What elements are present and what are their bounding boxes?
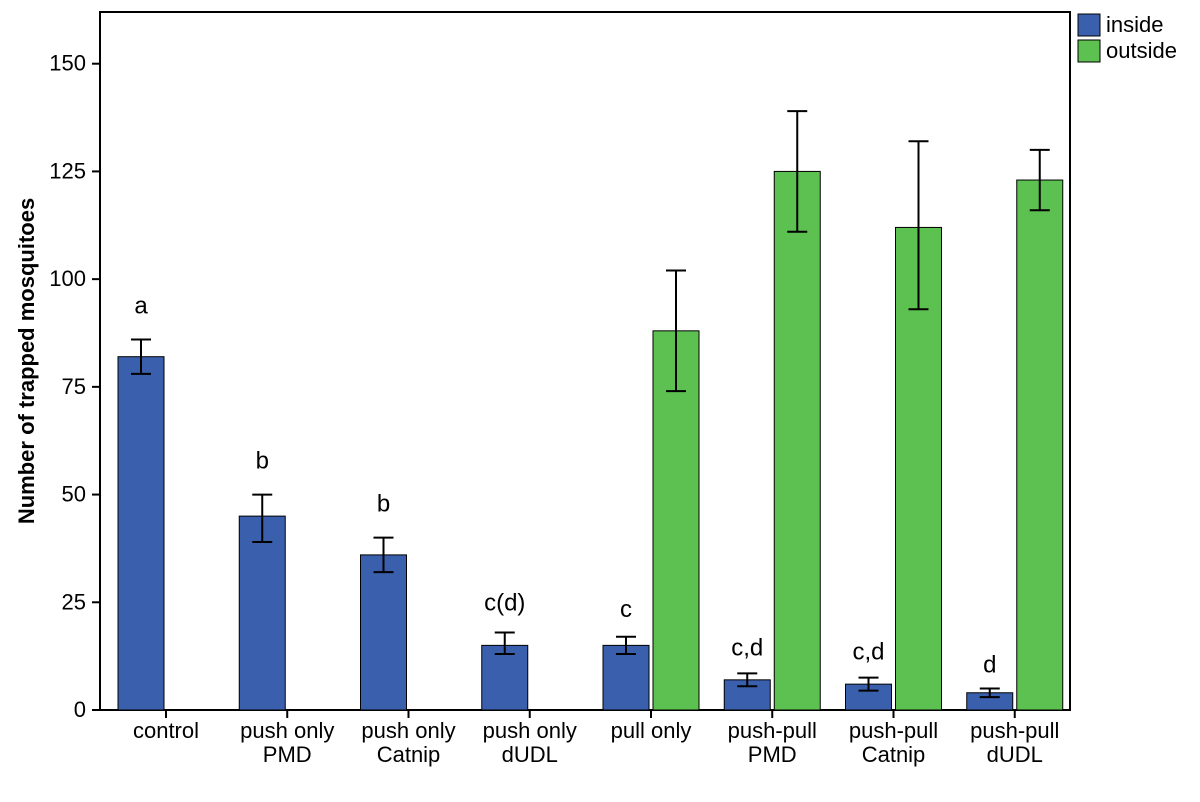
y-tick-label: 75 — [62, 374, 86, 399]
y-tick-label: 100 — [49, 266, 86, 291]
significance-label: d — [983, 651, 996, 678]
x-category-label: Catnip — [377, 742, 441, 767]
y-tick-label: 50 — [62, 482, 86, 507]
bar-inside — [361, 555, 407, 710]
chart-svg: 0 25 50 75 100 125 150 Number of trapped mosqui… — [0, 0, 1200, 802]
significance-label: a — [134, 292, 148, 319]
legend-swatch — [1078, 14, 1100, 36]
significance-label: b — [256, 448, 269, 475]
bar-inside — [118, 357, 164, 710]
y-axis-title: Number of trapped mosquitoes — [14, 198, 39, 524]
significance-label: c — [620, 596, 632, 623]
bar-outside — [774, 171, 820, 710]
bar-inside — [482, 645, 528, 710]
x-category-label: PMD — [263, 742, 312, 767]
x-category-label: push-pull — [728, 718, 817, 743]
significance-label: c,d — [731, 634, 763, 661]
legend-label: inside — [1106, 12, 1163, 37]
legend-label: outside — [1106, 38, 1177, 63]
y-tick-label: 150 — [49, 51, 86, 76]
significance-label: c(d) — [484, 589, 525, 616]
x-category-label: push only — [361, 718, 455, 743]
x-category-label: Catnip — [862, 742, 926, 767]
y-tick-label: 125 — [49, 158, 86, 183]
y-tick-label: 0 — [74, 697, 86, 722]
x-category-label: PMD — [748, 742, 797, 767]
x-category-label: pull only — [611, 718, 692, 743]
bar-outside — [1017, 180, 1063, 710]
bar-inside — [239, 516, 285, 710]
x-category-label: control — [133, 718, 199, 743]
x-category-label: dUDL — [502, 742, 558, 767]
x-category-label: push-pull — [849, 718, 938, 743]
x-category-label: push only — [240, 718, 334, 743]
bar-inside — [603, 645, 649, 710]
mosquito-chart: 0 25 50 75 100 125 150 Number of trapped mosqui… — [0, 0, 1200, 802]
x-category-label: push only — [483, 718, 577, 743]
y-tick-label: 25 — [62, 589, 86, 614]
x-category-label: push-pull — [970, 718, 1059, 743]
x-category-label: dUDL — [987, 742, 1043, 767]
significance-label: c,d — [852, 639, 884, 666]
legend-swatch — [1078, 40, 1100, 62]
significance-label: b — [377, 491, 390, 518]
